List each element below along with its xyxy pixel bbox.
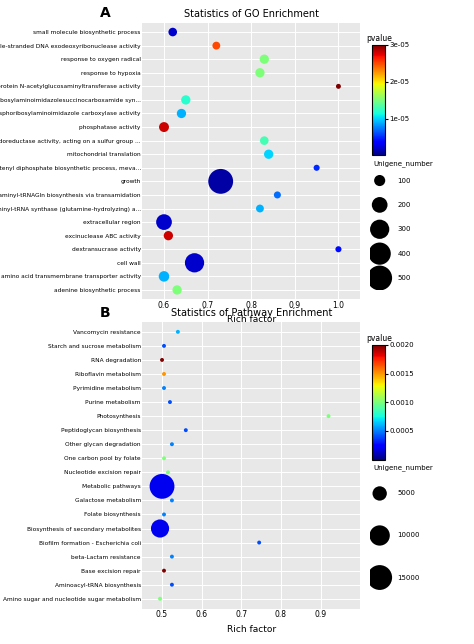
Point — [313, 163, 320, 173]
Point — [168, 439, 176, 450]
Title: pvalue: pvalue — [366, 33, 392, 43]
Point — [217, 176, 225, 187]
Point — [261, 54, 268, 64]
Point — [273, 190, 281, 200]
Point — [182, 425, 190, 435]
Point — [160, 369, 168, 379]
Point — [160, 217, 168, 227]
Point — [168, 580, 176, 590]
Text: 500: 500 — [398, 275, 411, 281]
Point — [160, 565, 168, 576]
Point — [261, 135, 268, 146]
Title: Unigene_number: Unigene_number — [373, 465, 433, 471]
Point — [255, 537, 263, 547]
Point — [256, 68, 264, 78]
Title: pvalue: pvalue — [366, 334, 392, 343]
Text: A: A — [100, 6, 110, 21]
Text: 100: 100 — [398, 178, 411, 184]
Point — [164, 231, 172, 241]
Point — [178, 108, 185, 118]
X-axis label: Rich factor: Rich factor — [227, 316, 276, 325]
Text: 400: 400 — [398, 251, 411, 256]
Point — [156, 524, 164, 534]
Point — [160, 271, 168, 281]
Text: 200: 200 — [398, 202, 411, 208]
Point — [156, 594, 164, 604]
Text: 10000: 10000 — [398, 533, 420, 538]
Point — [335, 244, 342, 254]
Point — [335, 81, 342, 91]
Point — [160, 453, 168, 464]
Point — [191, 258, 198, 268]
Point — [265, 149, 273, 159]
Point — [166, 397, 174, 407]
Point — [169, 27, 176, 37]
Point — [164, 467, 172, 477]
Point — [160, 122, 168, 132]
Point — [158, 481, 166, 491]
Point — [256, 204, 264, 214]
Point — [168, 495, 176, 506]
Point — [174, 327, 182, 337]
Text: B: B — [100, 306, 110, 320]
Title: Unigene_number: Unigene_number — [373, 160, 433, 167]
Point — [173, 285, 181, 295]
Point — [325, 411, 332, 421]
Title: Statistics of Pathway Enrichment: Statistics of Pathway Enrichment — [171, 308, 332, 318]
Point — [160, 341, 168, 351]
Title: Statistics of GO Enrichment: Statistics of GO Enrichment — [184, 9, 319, 19]
X-axis label: Rich factor: Rich factor — [227, 625, 276, 634]
Point — [158, 355, 166, 365]
Point — [212, 41, 220, 51]
Text: 300: 300 — [398, 226, 411, 232]
Point — [160, 509, 168, 520]
Point — [160, 383, 168, 393]
Point — [182, 95, 190, 105]
Text: 5000: 5000 — [398, 491, 416, 497]
Text: 15000: 15000 — [398, 574, 420, 580]
Point — [168, 551, 176, 562]
